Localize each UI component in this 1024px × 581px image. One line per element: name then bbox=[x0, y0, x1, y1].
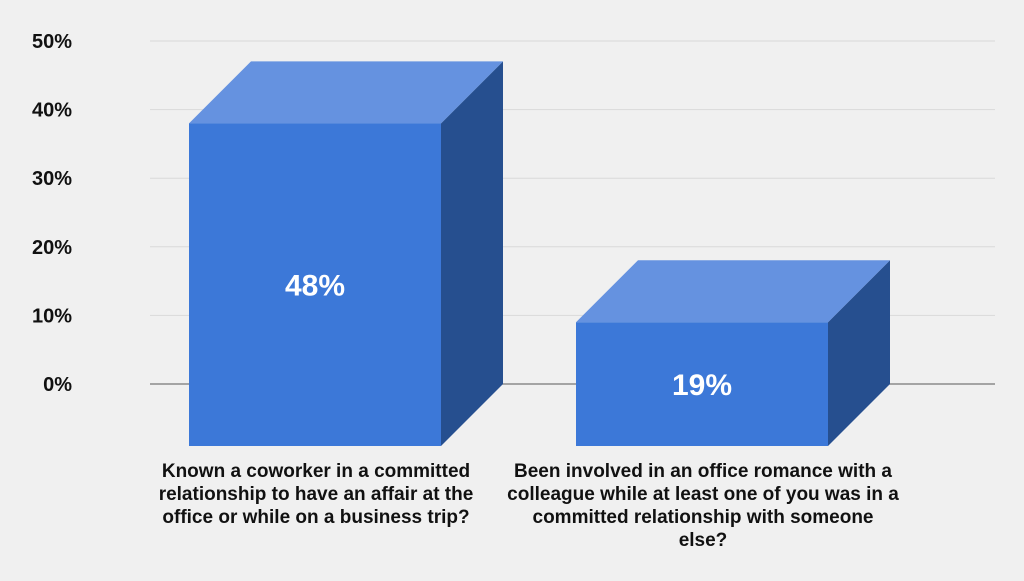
bar-1 bbox=[576, 260, 890, 446]
y-tick-label: 0% bbox=[43, 374, 72, 396]
category-label-0: Known a coworker in a committed relation… bbox=[158, 461, 474, 528]
y-tick-label: 40% bbox=[32, 100, 72, 122]
bar-side-face bbox=[441, 61, 503, 446]
data-label-1: 19% bbox=[672, 369, 732, 402]
y-tick-label: 30% bbox=[32, 168, 72, 190]
y-tick-label: 20% bbox=[32, 237, 72, 259]
data-label-0: 48% bbox=[285, 270, 345, 303]
bar-front-face bbox=[189, 123, 441, 446]
bar-top-face bbox=[576, 260, 890, 323]
bar-side-face bbox=[828, 260, 890, 446]
category-label-1: Been involved in an office romance with … bbox=[507, 461, 899, 551]
bar-top-face bbox=[189, 61, 503, 124]
y-tick-label: 10% bbox=[32, 305, 72, 327]
bar-0 bbox=[189, 61, 503, 446]
bar-front-face bbox=[576, 322, 828, 446]
y-tick-label: 50% bbox=[32, 31, 72, 53]
